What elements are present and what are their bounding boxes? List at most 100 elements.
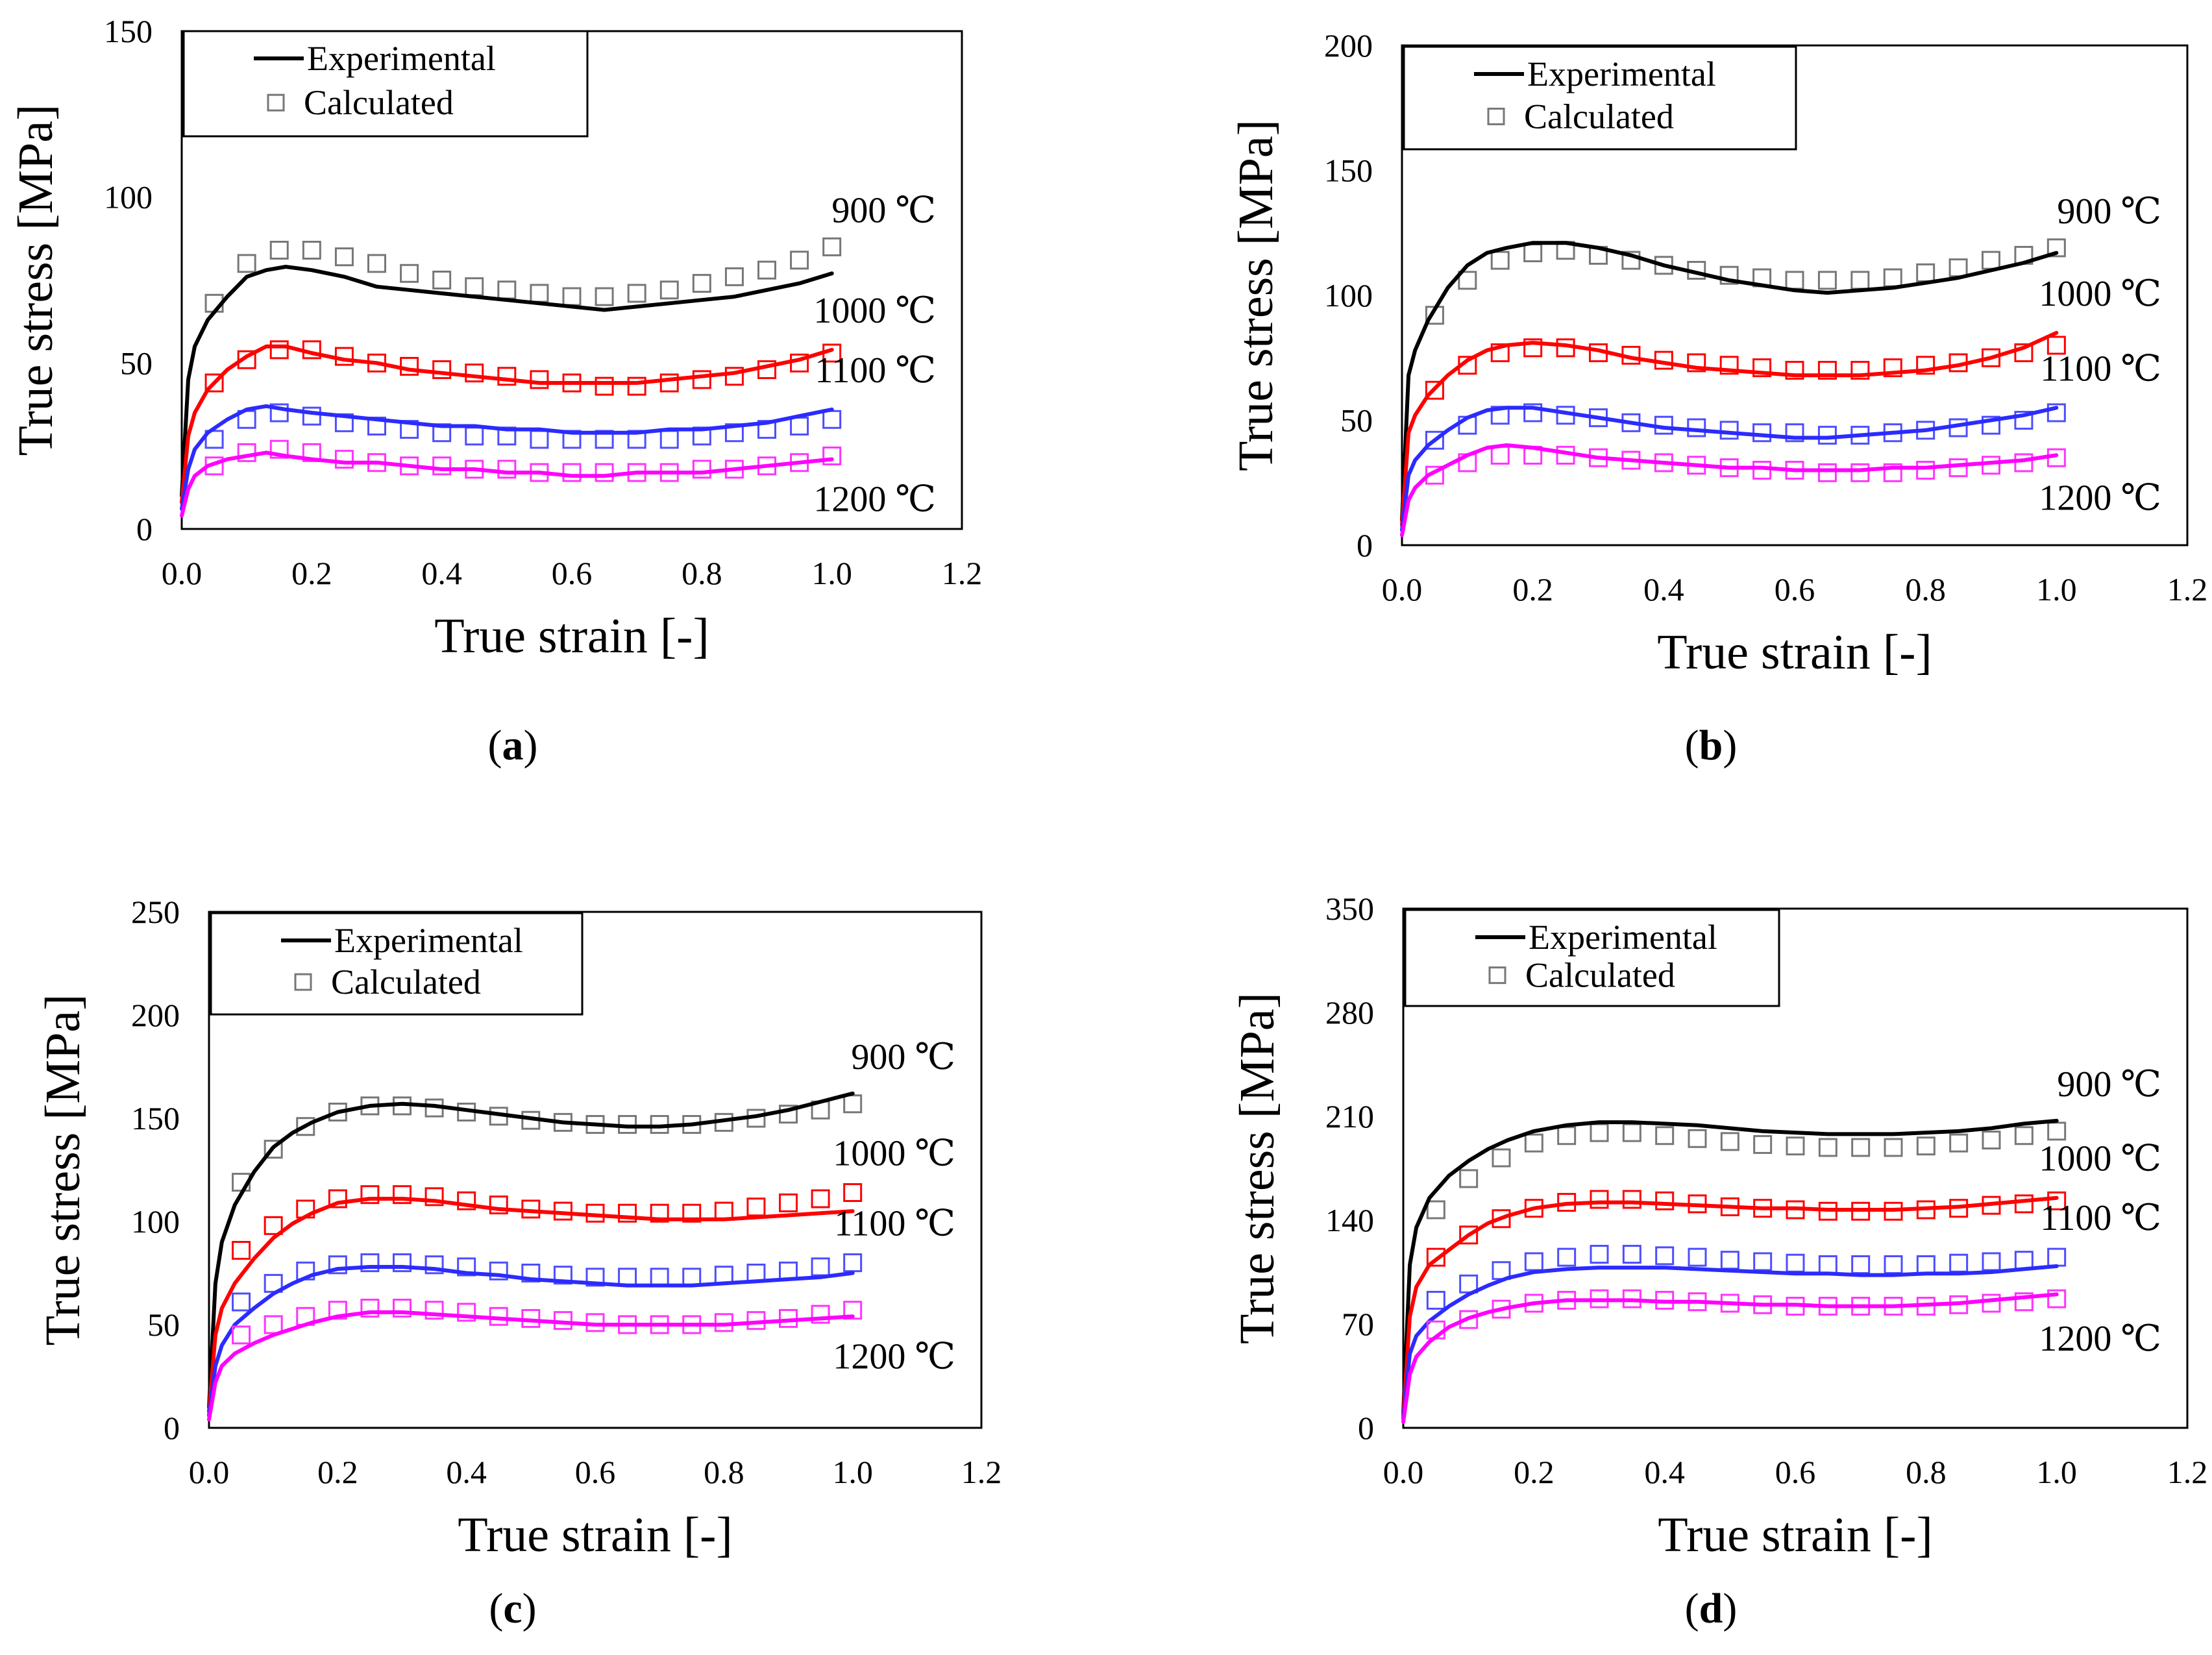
calculated-point-1100-d xyxy=(1720,1251,1739,1270)
temperature-label-900-c: 900 ℃ xyxy=(851,1037,955,1077)
calculated-point-1000-a xyxy=(692,370,711,389)
calculated-point-1000-c xyxy=(232,1241,251,1260)
panel-label-a: (a) xyxy=(488,722,538,769)
calculated-point-1100-b xyxy=(2046,403,2066,423)
calculated-point-1200-b xyxy=(1916,461,1936,480)
calculated-point-1000-c xyxy=(264,1216,283,1235)
calculated-point-900-d xyxy=(1818,1138,1837,1157)
x-tick-label-c: 0.2 xyxy=(317,1454,358,1490)
calculated-point-1100-d xyxy=(1688,1247,1707,1267)
calculated-point-1200-c xyxy=(264,1315,283,1334)
calculated-point-1200-d xyxy=(2014,1292,2034,1312)
calculated-point-900-d xyxy=(1426,1200,1445,1220)
y-tick-label-c: 100 xyxy=(131,1203,180,1240)
calculated-point-1000-d xyxy=(1426,1247,1445,1267)
x-tick-label-a: 0.8 xyxy=(682,555,722,591)
calculated-point-1000-a xyxy=(400,356,419,376)
calculated-point-1100-c xyxy=(843,1253,863,1273)
calculated-point-900-b xyxy=(1948,258,1968,278)
experimental-line-1100-c xyxy=(207,1265,855,1417)
calculated-point-1200-b xyxy=(1883,463,1902,482)
calculated-point-1200-b xyxy=(1948,458,1968,478)
calculated-point-1000-c xyxy=(811,1189,830,1208)
temperature-label-1200-b: 1200 ℃ xyxy=(2039,478,2161,518)
legend-calculated-swatch-d xyxy=(1488,966,1506,985)
calculated-point-1100-c xyxy=(393,1253,412,1273)
x-tick-label-b: 0.0 xyxy=(1382,571,1423,607)
calculated-point-1100-d xyxy=(1655,1246,1675,1266)
temperature-label-1000-a: 1000 ℃ xyxy=(813,291,936,331)
calculated-point-900-d xyxy=(1688,1129,1707,1148)
y-tick-label-b: 50 xyxy=(1340,402,1373,439)
calculated-point-1000-b xyxy=(1490,343,1510,363)
temperature-label-900-a: 900 ℃ xyxy=(831,190,936,230)
calculated-point-900-c xyxy=(779,1105,798,1124)
calculated-point-1000-c xyxy=(360,1185,380,1205)
temperature-label-1000-b: 1000 ℃ xyxy=(2039,274,2161,314)
calculated-point-1000-c xyxy=(650,1203,669,1223)
calculated-point-1100-c xyxy=(746,1264,766,1282)
calculated-point-1100-d xyxy=(1557,1247,1577,1267)
experimental-line-1000-d xyxy=(1401,1195,2059,1418)
calculated-point-1100-c xyxy=(457,1257,476,1277)
x-tick-label-d: 0.8 xyxy=(1906,1454,1947,1490)
calculated-point-1000-a xyxy=(269,340,289,360)
calculated-point-1000-d xyxy=(2047,1191,2067,1210)
x-axis-label-c: True strain [-] xyxy=(458,1508,733,1562)
calculated-point-1000-a xyxy=(627,376,646,396)
calculated-point-1200-c xyxy=(232,1325,251,1345)
experimental-line-1200-d xyxy=(1401,1292,2059,1424)
calculated-point-900-d xyxy=(1884,1138,1903,1157)
calculated-point-1100-c xyxy=(360,1253,380,1273)
calculated-point-1000-b xyxy=(1883,358,1902,378)
calculated-point-1200-c xyxy=(457,1303,476,1322)
x-tick-label-c: 0.0 xyxy=(189,1454,230,1490)
y-tick-label-b: 150 xyxy=(1324,153,1373,189)
calculated-point-1200-c xyxy=(843,1301,863,1320)
legend-experimental-label-c: Experimental xyxy=(334,921,523,960)
calculated-point-900-a xyxy=(757,260,776,280)
calculated-point-1000-a xyxy=(237,350,256,369)
y-tick-label-a: 50 xyxy=(120,345,153,381)
calculated-point-900-a xyxy=(367,254,386,273)
calculated-point-900-b xyxy=(1850,271,1870,290)
calculated-point-1000-d xyxy=(1459,1225,1479,1245)
x-tick-label-b: 1.0 xyxy=(2036,571,2077,607)
y-tick-label-c: 200 xyxy=(131,997,180,1033)
calculated-point-1100-c xyxy=(232,1292,251,1312)
calculated-point-1100-b xyxy=(1785,423,1804,443)
calculated-point-900-d xyxy=(1557,1126,1577,1146)
calculated-point-900-d xyxy=(2014,1126,2034,1146)
experimental-line-1200-a xyxy=(180,450,834,518)
calculated-point-900-c xyxy=(264,1140,283,1159)
calculated-point-1000-d xyxy=(1622,1190,1641,1209)
calculated-point-900-b xyxy=(1883,268,1902,288)
experimental-line-1000-b xyxy=(1400,330,2059,528)
calculated-point-900-b xyxy=(1719,265,1739,285)
plot-area-d xyxy=(1402,907,2189,1429)
y-tick-label-d: 140 xyxy=(1325,1202,1374,1238)
calculated-point-1100-d xyxy=(1818,1255,1837,1275)
x-tick-label-a: 1.2 xyxy=(942,555,983,591)
calculated-point-1000-c xyxy=(843,1183,863,1202)
x-tick-label-d: 1.2 xyxy=(2167,1454,2208,1490)
y-tick-label-b: 100 xyxy=(1324,277,1373,313)
calculated-point-1100-c xyxy=(489,1261,508,1281)
x-tick-label-c: 0.4 xyxy=(446,1454,487,1490)
calculated-point-1100-d xyxy=(1851,1255,1871,1275)
x-tick-label-d: 0.6 xyxy=(1775,1454,1816,1490)
calculated-point-1100-a xyxy=(465,426,484,446)
x-tick-label-c: 0.6 xyxy=(575,1454,616,1490)
experimental-line-900-b xyxy=(1400,241,2059,522)
panel-label-c: (c) xyxy=(489,1585,536,1632)
calculated-point-1000-d xyxy=(2014,1194,2034,1214)
y-tick-label-c: 50 xyxy=(147,1306,180,1343)
calculated-point-1200-b xyxy=(2014,453,2034,472)
temperature-label-1200-a: 1200 ℃ xyxy=(813,480,936,520)
calculated-point-1000-a xyxy=(204,373,224,393)
experimental-line-900-c xyxy=(207,1091,855,1410)
calculated-point-1000-b xyxy=(1687,353,1706,373)
calculated-point-1100-a xyxy=(269,403,289,423)
calculated-point-1100-d xyxy=(1524,1252,1543,1271)
